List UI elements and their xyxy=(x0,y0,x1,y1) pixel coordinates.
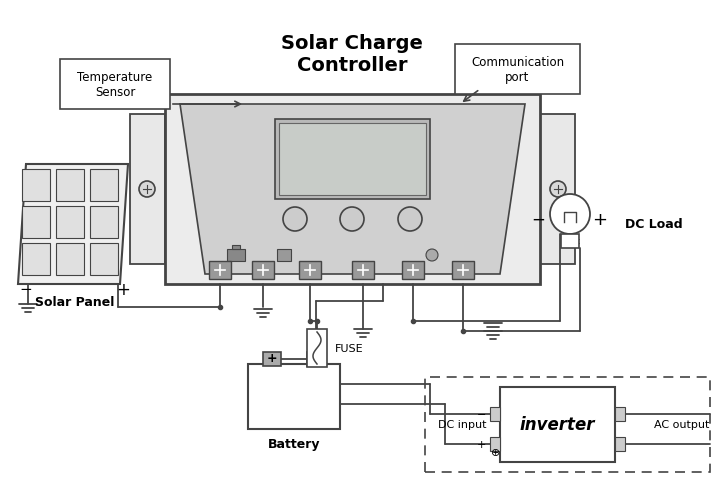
Circle shape xyxy=(283,207,307,231)
Bar xyxy=(307,352,325,366)
Polygon shape xyxy=(130,115,165,264)
Text: +: + xyxy=(476,439,486,449)
Circle shape xyxy=(139,182,155,198)
Text: +: + xyxy=(592,210,608,228)
Bar xyxy=(22,206,50,239)
Text: Temperature
Sensor: Temperature Sensor xyxy=(78,71,153,99)
Circle shape xyxy=(398,207,422,231)
Text: DC input: DC input xyxy=(438,420,486,429)
Bar xyxy=(227,249,245,262)
Bar xyxy=(90,244,118,275)
Circle shape xyxy=(550,182,566,198)
Bar xyxy=(615,437,625,451)
Circle shape xyxy=(550,195,590,235)
Polygon shape xyxy=(18,164,128,285)
Bar xyxy=(90,170,118,202)
Text: −: − xyxy=(311,352,321,365)
Bar xyxy=(277,249,291,262)
Bar xyxy=(279,124,426,196)
Polygon shape xyxy=(540,115,575,264)
Bar xyxy=(490,407,500,421)
Circle shape xyxy=(426,249,438,262)
Bar xyxy=(425,377,710,472)
Bar xyxy=(252,262,274,280)
Bar xyxy=(352,262,374,280)
Bar xyxy=(90,206,118,239)
Bar xyxy=(232,245,240,249)
Text: −: − xyxy=(476,409,486,419)
Bar xyxy=(299,262,321,280)
Text: AC output: AC output xyxy=(654,420,710,429)
Text: FUSE: FUSE xyxy=(335,343,364,353)
Bar xyxy=(56,244,84,275)
Bar xyxy=(209,262,231,280)
Bar xyxy=(615,407,625,421)
Bar xyxy=(561,235,579,248)
Circle shape xyxy=(340,207,364,231)
Text: ⊕: ⊕ xyxy=(492,447,501,457)
Text: DC Load: DC Load xyxy=(625,218,683,231)
Polygon shape xyxy=(180,105,525,274)
Text: Solar Panel: Solar Panel xyxy=(36,296,115,309)
Text: Battery: Battery xyxy=(268,438,320,450)
Text: inverter: inverter xyxy=(520,416,595,434)
Bar xyxy=(452,262,474,280)
Bar xyxy=(307,329,327,367)
Text: Solar Charge
Controller: Solar Charge Controller xyxy=(281,35,423,75)
Bar xyxy=(22,170,50,202)
Text: +: + xyxy=(267,352,277,365)
Bar xyxy=(275,120,430,200)
Bar xyxy=(455,45,580,95)
Text: +: + xyxy=(116,281,130,298)
Text: Communication
port: Communication port xyxy=(471,56,564,84)
Bar xyxy=(56,206,84,239)
Bar xyxy=(60,60,170,110)
Bar xyxy=(22,244,50,275)
Bar xyxy=(490,437,500,451)
Bar xyxy=(248,364,340,429)
Bar xyxy=(165,95,540,285)
Bar xyxy=(500,387,615,462)
Text: −: − xyxy=(531,210,545,228)
Bar xyxy=(402,262,424,280)
Bar xyxy=(56,170,84,202)
Text: −: − xyxy=(20,282,33,297)
Bar xyxy=(263,352,281,366)
